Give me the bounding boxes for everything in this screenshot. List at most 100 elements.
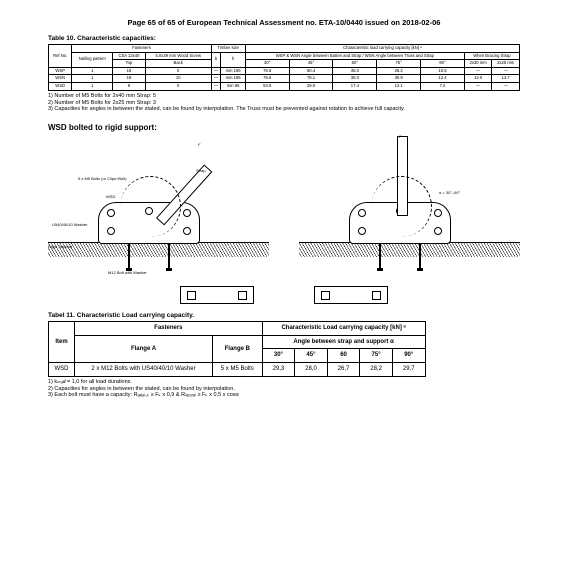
table-11: Item Fasteners Characteristic Load carry… bbox=[48, 321, 426, 376]
cell: 53.8 bbox=[245, 83, 289, 91]
c: 60° bbox=[333, 60, 377, 68]
cell: 17.4 bbox=[333, 83, 377, 91]
table-row: WSD 2 x M12 Bolts with US40/40/10 Washer… bbox=[49, 363, 426, 377]
t10-h-np: Nailing pattern bbox=[72, 52, 113, 67]
label: α = 30°–90° bbox=[439, 190, 460, 195]
table-row: WSN11810—min 19576.678.135.030.912.412.0… bbox=[49, 75, 520, 83]
c: WSD bbox=[49, 363, 75, 377]
angle-arc bbox=[371, 176, 432, 237]
c: 75° bbox=[360, 349, 393, 363]
cell: — bbox=[211, 75, 221, 83]
t10-h-ref: Ref No. bbox=[49, 45, 72, 68]
section-wsd-title: WSD bolted to rigid support: bbox=[48, 123, 520, 132]
cell: WSN bbox=[49, 75, 72, 83]
cell: — bbox=[492, 83, 520, 91]
t10-h-csa: CSA 12x40 bbox=[113, 52, 146, 60]
c: Fasteners bbox=[75, 322, 263, 336]
table10-title: Table 10. Characteristic capacities: bbox=[48, 35, 520, 42]
cell: — bbox=[464, 67, 492, 75]
washer-icon bbox=[180, 286, 254, 304]
table11-notes: 1) kₘₒ𝒹 = 1,0 for all load durations. 2)… bbox=[48, 379, 520, 400]
note: 3) Each bolt must have a capacity: Rₐₓᵢₐ… bbox=[48, 392, 520, 399]
c: 30° bbox=[262, 349, 295, 363]
cell: 78.1 bbox=[289, 75, 333, 83]
cell: 35.0 bbox=[333, 75, 377, 83]
c: Flange A bbox=[75, 335, 213, 362]
c: 45° bbox=[289, 60, 333, 68]
c: Top bbox=[113, 60, 146, 68]
cell: — bbox=[464, 83, 492, 91]
cell: 18 bbox=[113, 75, 146, 83]
cell: 28.2 bbox=[377, 67, 421, 75]
cell: 1 bbox=[72, 75, 113, 83]
ground-hatch bbox=[299, 242, 520, 257]
cell: 12.0 bbox=[464, 75, 492, 83]
note: 3) Capacities for angles in between the … bbox=[48, 106, 520, 113]
label: Strap bbox=[196, 168, 206, 173]
label-f: F bbox=[198, 142, 200, 147]
cell: min 195 bbox=[221, 75, 245, 83]
anchor-bolt bbox=[379, 242, 381, 268]
cell: 13.7 bbox=[492, 75, 520, 83]
c: Back bbox=[145, 60, 211, 68]
label-f: F bbox=[399, 134, 401, 139]
cell: 35.0 bbox=[333, 67, 377, 75]
c: 30° bbox=[245, 60, 289, 68]
note: 1) kₘₒ𝒹 = 1,0 for all load durations. bbox=[48, 379, 520, 386]
c: 28,0 bbox=[295, 363, 328, 377]
t10-gh-timber: Timber size bbox=[211, 45, 245, 53]
cell: 76.6 bbox=[245, 75, 289, 83]
c: 2x30 mm bbox=[464, 60, 492, 68]
cell: 10 bbox=[145, 75, 211, 83]
c: Item bbox=[49, 322, 75, 363]
cell: 18 bbox=[113, 67, 146, 75]
note: 2) Capacities for angles in between the … bbox=[48, 386, 520, 393]
ground-hatch bbox=[48, 242, 269, 257]
c: 90° bbox=[392, 349, 425, 363]
washer-row bbox=[48, 286, 520, 304]
cell: — bbox=[211, 67, 221, 75]
cell: — bbox=[492, 67, 520, 75]
cell: 7.2 bbox=[421, 83, 465, 91]
cell: 1 bbox=[72, 67, 113, 75]
cell: 60.4 bbox=[289, 67, 333, 75]
washer-icon bbox=[314, 286, 388, 304]
c: 2 x M12 Bolts with US40/40/10 Washer bbox=[75, 363, 213, 377]
c: 60 bbox=[327, 349, 360, 363]
cell: WSD bbox=[49, 83, 72, 91]
t10-h-brace: When Bracing Strap bbox=[464, 52, 519, 60]
cell: 30.9 bbox=[377, 75, 421, 83]
t10-h-b: b bbox=[211, 52, 221, 67]
cell: WSP bbox=[49, 67, 72, 75]
cell: 29.0 bbox=[289, 83, 333, 91]
cell: min 95 bbox=[221, 83, 245, 91]
c: 29,7 bbox=[392, 363, 425, 377]
table-10: Ref No. Fasteners Timber size Characteri… bbox=[48, 44, 520, 91]
cell: 9 bbox=[113, 83, 146, 91]
c: 26,7 bbox=[327, 363, 360, 377]
page-header: Page 65 of 65 of European Technical Asse… bbox=[48, 18, 520, 27]
label: 5 x M5 Bolts (or Clips+Bolt) bbox=[78, 176, 127, 181]
c: Flange B bbox=[212, 335, 262, 362]
t10-gh-fasteners: Fasteners bbox=[72, 45, 211, 53]
label: Rigid Support bbox=[48, 244, 72, 249]
anchor-bolt bbox=[168, 242, 170, 268]
t10-h-angle: WSP & WSN Angle between Batten and Strap… bbox=[245, 52, 464, 60]
c: Characteristic Load carrying capacity [k… bbox=[262, 322, 425, 336]
cell: 0 bbox=[145, 67, 211, 75]
diagram-2: α = 30°–90° F bbox=[299, 138, 520, 278]
c: 90° bbox=[421, 60, 465, 68]
t10-h-h: h bbox=[221, 52, 245, 67]
t10-gh-cap: Characteristic load carrying capacity [k… bbox=[245, 45, 519, 53]
table-row: WSD190—min 9553.829.017.413.17.2—— bbox=[49, 83, 520, 91]
cell: 10.5 bbox=[421, 67, 465, 75]
note: 2) Number of M5 Bolts for 2x25 mm Strap:… bbox=[48, 100, 520, 107]
table10-notes: 1) Number of M5 Bolts for 2x40 mm Strap:… bbox=[48, 93, 520, 114]
c: 28,2 bbox=[360, 363, 393, 377]
table11-title: Tabel 11. Characteristic Load carrying c… bbox=[48, 312, 520, 319]
cell: — bbox=[211, 83, 221, 91]
cell: 0 bbox=[145, 83, 211, 91]
diagram-row: 5 x M5 Bolts (or Clips+Bolt) WSD U540/40… bbox=[48, 138, 520, 278]
diagram-1: 5 x M5 Bolts (or Clips+Bolt) WSD U540/40… bbox=[48, 138, 269, 278]
c: 5 x M5 Bolts bbox=[212, 363, 262, 377]
